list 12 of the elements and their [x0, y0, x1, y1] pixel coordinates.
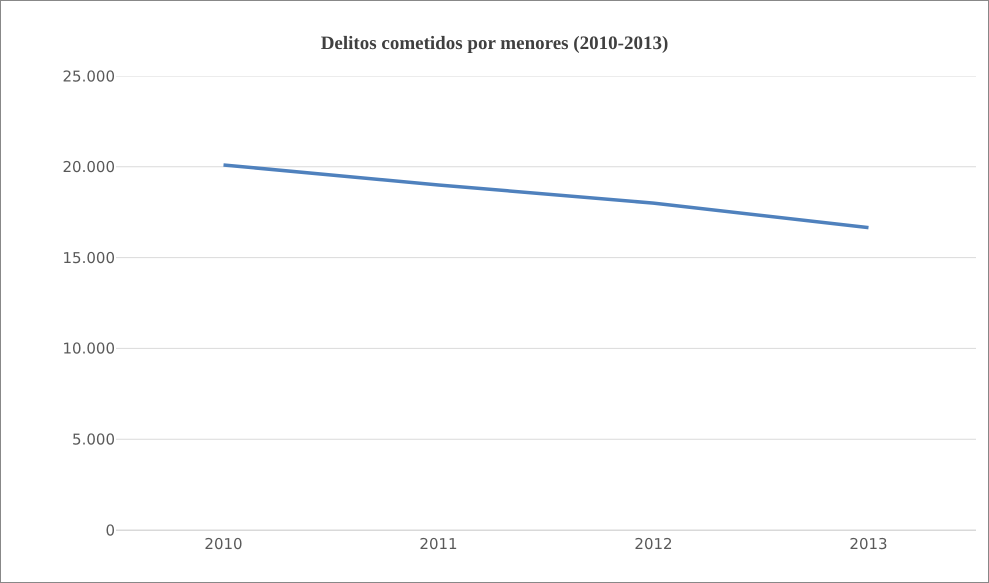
x-tick-label: 2010 [204, 535, 243, 553]
y-tick-label: 20.000 [62, 158, 115, 176]
y-tick-label: 25.000 [62, 67, 115, 86]
y-tick-label: 5.000 [72, 430, 115, 448]
chart-title: Delitos cometidos por menores (2010-2013) [320, 33, 668, 54]
y-tick-label: 10.000 [62, 340, 115, 358]
y-tick-label: 0 [105, 521, 115, 540]
y-tick-label: 15.000 [62, 248, 115, 267]
x-tick-label: 2013 [849, 535, 888, 553]
x-tick-label: 2012 [634, 535, 673, 553]
line-series [222, 163, 870, 230]
x-tick-label: 2011 [419, 535, 458, 553]
